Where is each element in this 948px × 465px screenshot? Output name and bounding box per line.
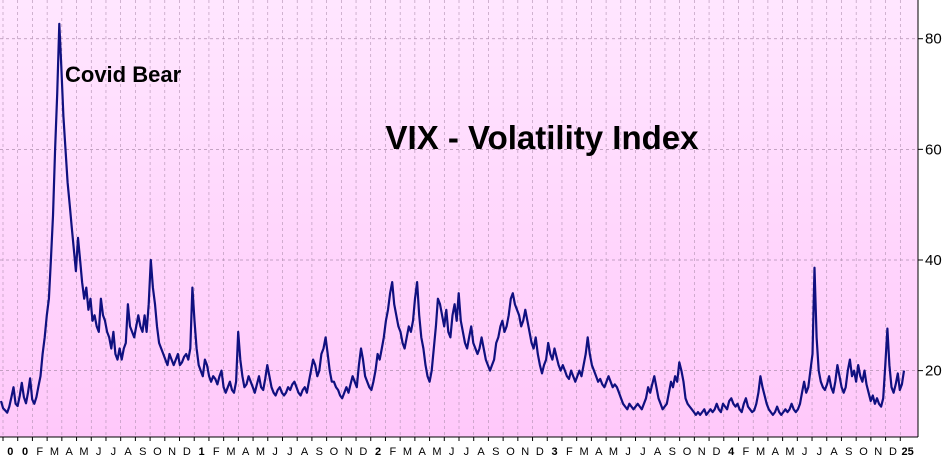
x-month-label: M: [50, 446, 59, 458]
x-month-label: S: [669, 446, 676, 458]
x-month-label: O: [330, 446, 339, 458]
chart-title: VIX - Volatility Index: [386, 119, 700, 156]
x-month-label: S: [139, 446, 146, 458]
x-month-label: M: [579, 446, 588, 458]
x-month-label: J: [287, 446, 293, 458]
x-month-label: J: [111, 446, 117, 458]
right-axis-panel: [918, 0, 948, 465]
x-month-label: M: [432, 446, 441, 458]
covid-bear-annotation: Covid Bear: [65, 62, 182, 87]
x-month-label: D: [359, 446, 367, 458]
x-month-label: J: [625, 446, 631, 458]
x-month-label: F: [213, 446, 220, 458]
x-month-label: N: [168, 446, 176, 458]
x-month-label: J: [802, 446, 808, 458]
x-year-label: 0: [7, 446, 13, 458]
y-axis-ticks: 20 40 60 80: [918, 31, 942, 380]
y-tick-label: 60: [925, 141, 942, 158]
x-month-label: O: [683, 446, 692, 458]
x-month-label: J: [464, 446, 470, 458]
x-month-label: A: [477, 446, 485, 458]
x-month-label: O: [859, 446, 868, 458]
x-month-label: O: [506, 446, 515, 458]
x-month-label: S: [316, 446, 323, 458]
x-year-label: 25: [902, 446, 914, 458]
x-month-label: M: [79, 446, 88, 458]
x-month-label: D: [183, 446, 191, 458]
x-month-label: N: [698, 446, 706, 458]
x-month-label: A: [301, 446, 309, 458]
x-month-label: J: [96, 446, 102, 458]
y-tick-label: 40: [925, 252, 942, 269]
y-tick-label: 20: [925, 363, 942, 380]
x-year-label: 0: [22, 446, 28, 458]
x-month-label: J: [449, 446, 455, 458]
x-month-label: A: [595, 446, 603, 458]
x-month-label: A: [242, 446, 250, 458]
x-month-label: M: [785, 446, 794, 458]
horizontal-gridlines: [0, 38, 918, 372]
x-month-label: F: [566, 446, 573, 458]
vix-series-line: [0, 22, 906, 416]
x-month-label: M: [226, 446, 235, 458]
x-month-label: S: [492, 446, 499, 458]
x-month-label: M: [609, 446, 618, 458]
x-month-label: D: [889, 446, 897, 458]
x-year-label: 4: [728, 446, 735, 458]
x-month-label: D: [712, 446, 720, 458]
x-month-label: N: [345, 446, 353, 458]
x-month-label: A: [419, 446, 427, 458]
x-month-label: F: [742, 446, 749, 458]
x-month-label: M: [756, 446, 765, 458]
x-month-label: N: [521, 446, 529, 458]
x-month-label: A: [654, 446, 662, 458]
x-month-label: D: [536, 446, 544, 458]
x-month-label: M: [403, 446, 412, 458]
x-month-label: A: [772, 446, 780, 458]
x-month-label: F: [36, 446, 43, 458]
x-year-label: 1: [199, 446, 205, 458]
x-month-label: J: [272, 446, 278, 458]
x-month-label: J: [640, 446, 646, 458]
x-month-label: O: [153, 446, 162, 458]
x-month-label: M: [256, 446, 265, 458]
x-month-label: A: [124, 446, 132, 458]
x-month-label: S: [845, 446, 852, 458]
bottom-axis-panel: [0, 437, 948, 465]
x-year-label: 3: [552, 446, 558, 458]
x-month-label: A: [830, 446, 838, 458]
y-tick-label: 80: [925, 31, 942, 48]
x-month-label: J: [817, 446, 823, 458]
x-month-label: N: [874, 446, 882, 458]
x-month-label: A: [66, 446, 74, 458]
x-month-label: F: [389, 446, 396, 458]
vertical-gridlines: [2, 0, 901, 437]
x-year-label: 2: [375, 446, 381, 458]
